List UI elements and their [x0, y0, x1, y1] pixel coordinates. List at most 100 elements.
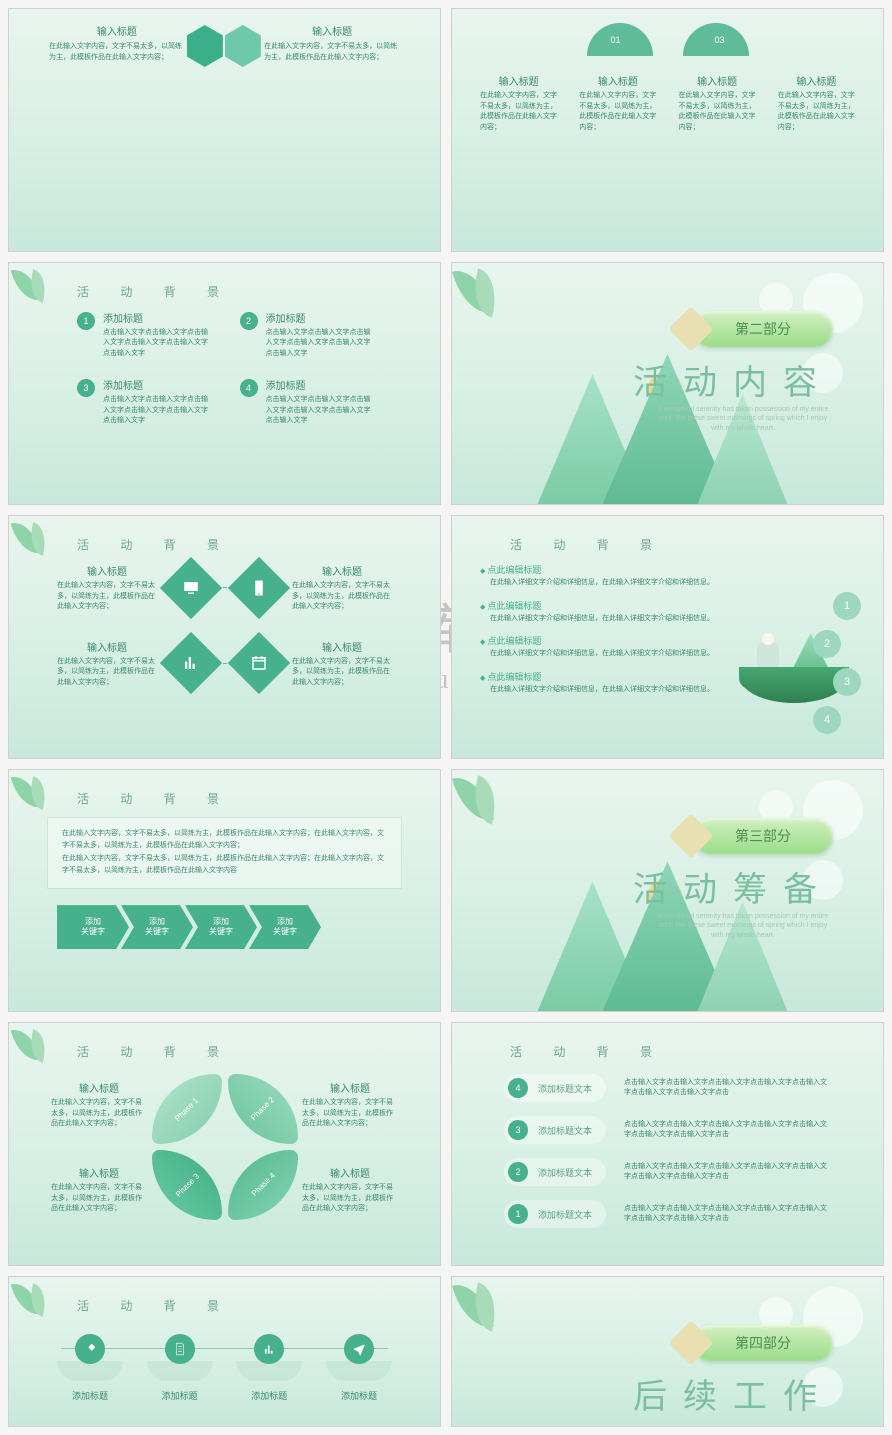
part-title: 活动筹备	[633, 862, 833, 911]
body: 在此输入文字内容，文字不易太多，以简练为主，此模板作品在此输入文字内容；	[49, 42, 185, 63]
pill: 1添加标题文本	[504, 1200, 606, 1228]
slide-3: 活 动 背 景 1添加标题点击输入文字点击输入文字点击输入文字点击输入文字点击输…	[8, 262, 441, 506]
item-number: 4	[240, 379, 258, 397]
body: 点击输入文字点击输入文字点击输入文字点击输入文字点击输入文字点击输入文字	[266, 395, 373, 427]
item-number: 1	[77, 312, 95, 330]
title: 输入标题	[51, 1165, 147, 1180]
title: 输入标题	[292, 563, 392, 578]
body: 在此输入文字内容，文字不易太多，以简练为主，此模板作品在此输入文字内容；	[51, 1183, 147, 1215]
leaf-icon	[452, 263, 542, 343]
chart-icon	[159, 632, 221, 694]
part-badge: 第四部分	[693, 1325, 833, 1361]
pill: 4添加标题文本	[504, 1074, 606, 1102]
section-title: 活 动 背 景	[77, 1297, 412, 1314]
title: 输入标题	[480, 73, 557, 88]
phase-label: Phase 4	[249, 1172, 276, 1199]
section-title: 活 动 背 景	[77, 1043, 412, 1060]
body: 在此输入文字内容，文字不易太多，以简练为主，此模板作品在此输入文字内容；	[292, 657, 392, 689]
section-title: 活 动 背 景	[77, 536, 412, 553]
slide-divider-4: 第四部分 后续工作	[451, 1276, 884, 1428]
title: 添加标题	[341, 1389, 377, 1402]
slide-1: 输入标题 在此输入文字内容，文字不易太多，以简练为主，此模板作品在此输入文字内容…	[8, 8, 441, 252]
leaf-icon	[452, 1277, 542, 1357]
item-body: 在此输入详细文字介绍和详细信息，在此输入详细文字介绍和详细信息。	[490, 649, 715, 660]
body: 点击输入文字点击输入文字点击输入文字点击输入文字点击输入文字点击输入文字	[266, 328, 373, 360]
slide-2: 01 03 输入标题在此输入文字内容，文字不易太多，以简练为主，此模板作品在此输…	[451, 8, 884, 252]
title: 添加标题	[103, 310, 210, 325]
chevron: 添加关键字	[57, 905, 129, 949]
body: 在此输入文字内容，文字不易太多，以简练为主，此模板作品在此输入文字内容；	[778, 91, 855, 133]
title: 输入标题	[51, 1080, 147, 1095]
tools-icon	[75, 1334, 105, 1364]
body: 点击输入文字点击输入文字点击输入文字点击输入文字点击输入文字点击输入文字	[103, 395, 210, 427]
title: 添加标题	[251, 1389, 287, 1402]
body: 在此输入文字内容，文字不易太多，以简练为主，此模板作品在此输入文字内容；	[302, 1098, 398, 1130]
section-title: 活 动 背 景	[77, 790, 412, 807]
leaf-icon	[9, 1023, 69, 1073]
body: 在此输入文字内容，文字不易太多，以简练为主，此模板作品在此输入文字内容；	[264, 42, 400, 63]
text-box: 在此输入文字内容，文字不易太多，以简练为主，此模板作品在此输入文字内容；在此输入…	[47, 817, 402, 889]
body: 在此输入文字内容，文字不易太多，以简练为主，此模板作品在此输入文字内容；	[57, 581, 157, 613]
pill-body: 点击输入文字点击输入文字点击输入文字点击输入文字点击输入文字点击输入文字点击输入…	[624, 1120, 831, 1141]
hex-graphic	[185, 23, 264, 73]
body: 在此输入文字内容，文字不易太多，以简练为主，此模板作品在此输入文字内容；	[679, 91, 756, 133]
item-body: 在此输入详细文字介绍和详细信息，在此输入详细文字介绍和详细信息。	[490, 578, 715, 589]
body: 点击输入文字点击输入文字点击输入文字点击输入文字点击输入文字点击输入文字	[103, 328, 210, 360]
part-badge: 第二部分	[693, 311, 833, 347]
pill: 3添加标题文本	[504, 1116, 606, 1144]
title: 输入标题	[49, 23, 185, 38]
pill-body: 点击输入文字点击输入文字点击输入文字点击输入文字点击输入文字点击输入文字点击输入…	[624, 1204, 831, 1225]
bar-icon	[254, 1334, 284, 1364]
body: 在此输入文字内容，文字不易太多，以简练为主，此模板作品在此输入文字内容；	[480, 91, 557, 133]
body: 在此输入文字内容，文字不易太多，以简练为主，此模板作品在此输入文字内容；	[302, 1183, 398, 1215]
title: 输入标题	[57, 639, 157, 654]
slide-5: 活 动 背 景 输入标题在此输入文字内容，文字不易太多，以简练为主，此模板作品在…	[8, 515, 441, 759]
item-title: 点此编辑标题	[480, 634, 715, 647]
slide-9: 活 动 背 景 输入标题在此输入文字内容，文字不易太多，以简练为主，此模板作品在…	[8, 1022, 441, 1266]
title: 输入标题	[679, 73, 756, 88]
item-body: 在此输入详细文字介绍和详细信息，在此输入详细文字介绍和详细信息。	[490, 614, 715, 625]
chevron-row: 添加关键字 添加关键字 添加关键字 添加关键字	[57, 905, 412, 949]
title: 输入标题	[778, 73, 855, 88]
leaf-icon	[9, 263, 69, 313]
plane-icon	[344, 1334, 374, 1364]
pill: 2添加标题文本	[504, 1158, 606, 1186]
slide-divider-3: 第三部分 活动筹备 A wonderful serenity has taken…	[451, 769, 884, 1013]
chevron: 添加关键字	[121, 905, 193, 949]
title: 输入标题	[57, 563, 157, 578]
item-body: 在此输入详细文字介绍和详细信息，在此输入详细文字介绍和详细信息。	[490, 685, 715, 696]
body: 在此输入文字内容，文字不易太多，以简练为主，此模板作品在此输入文字内容；	[57, 657, 157, 689]
section-title: 活 动 背 景	[77, 283, 412, 300]
leaf-icon	[9, 770, 69, 820]
part-title: 后续工作	[633, 1369, 833, 1418]
part-title: 活动内容	[633, 355, 833, 404]
phase-flower: Phase 1 Phase 2 Phase 4 Phase 3	[150, 1072, 300, 1222]
title: 添加标题	[162, 1389, 198, 1402]
monitor-icon	[159, 557, 221, 619]
slide-7: 活 动 背 景 在此输入文字内容，文字不易太多，以简练为主，此模板作品在此输入文…	[8, 769, 441, 1013]
title: 输入标题	[264, 23, 400, 38]
phase-label: Phase 1	[173, 1096, 200, 1123]
pill-body: 点击输入文字点击输入文字点击输入文字点击输入文字点击输入文字点击输入文字点击输入…	[624, 1162, 831, 1183]
part-subtitle: A wonderful serenity has taken possessio…	[653, 912, 833, 941]
number-left: 01	[611, 35, 621, 45]
list-number: 3	[833, 668, 861, 696]
slide-11: 活 动 背 景 添加标题 添加标题 添加标题 添加标题	[8, 1276, 441, 1428]
title: 添加标题	[266, 377, 373, 392]
slide-grid: 输入标题 在此输入文字内容，文字不易太多，以简练为主，此模板作品在此输入文字内容…	[8, 8, 884, 1427]
chevron: 添加关键字	[249, 905, 321, 949]
phase-label: Phase 2	[249, 1096, 276, 1123]
pill-body: 点击输入文字点击输入文字点击输入文字点击输入文字点击输入文字点击输入文字点击输入…	[624, 1078, 831, 1099]
leaf-icon	[452, 770, 542, 850]
list-number: 2	[813, 630, 841, 658]
body: 在此输入文字内容，文字不易太多，以简练为主，此模板作品在此输入文字内容；	[51, 1098, 147, 1130]
section-title: 活 动 背 景	[510, 1043, 855, 1060]
slide-divider-2: 第二部分 活动内容 A wonderful serenity has taken…	[451, 262, 884, 506]
leaf-icon	[9, 1277, 69, 1327]
slide-10: 活 动 背 景 1添加标题文本点击输入文字点击输入文字点击输入文字点击输入文字点…	[451, 1022, 884, 1266]
list-number: 4	[813, 706, 841, 734]
item-title: 点此编辑标题	[480, 599, 715, 612]
slide-6: 活 动 背 景 点此编辑标题在此输入详细文字介绍和详细信息，在此输入详细文字介绍…	[451, 515, 884, 759]
item-number: 2	[240, 312, 258, 330]
phone-icon	[227, 557, 289, 619]
